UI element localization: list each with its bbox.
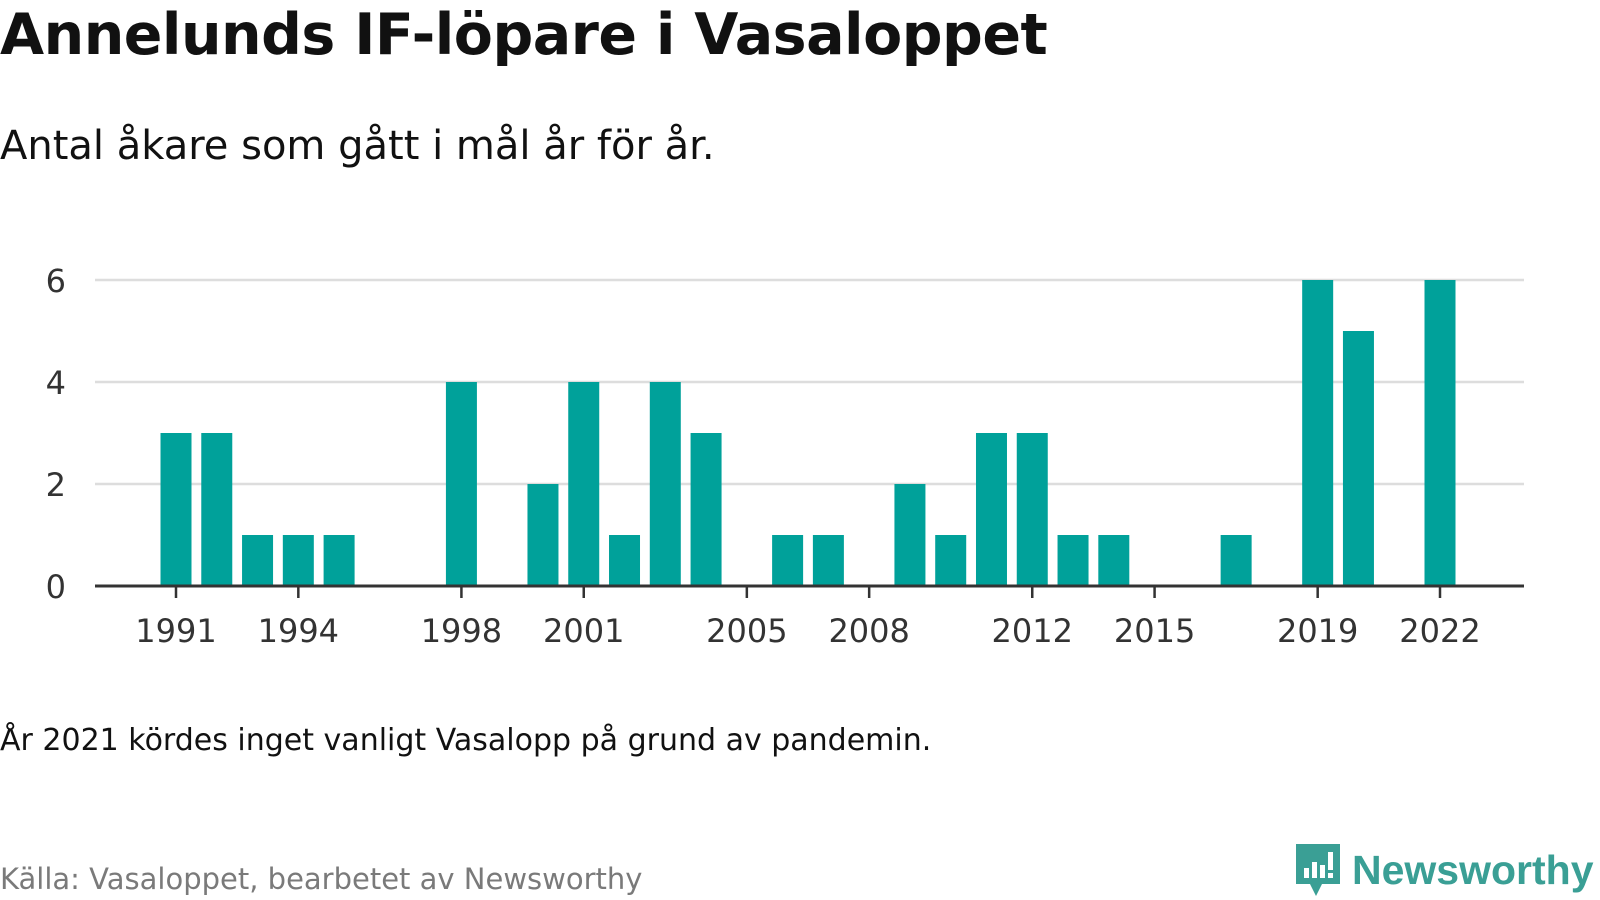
x-axis xyxy=(95,584,1524,598)
brand-name: Newsworthy xyxy=(1352,846,1594,893)
bar-1994 xyxy=(282,535,314,586)
bar-2012 xyxy=(1016,433,1048,586)
x-tick-labels: 1991 1994 1998 2001 2005 2008 2012 2015 2019 2022 xyxy=(135,612,1480,650)
x-tick-label-2008: 2008 xyxy=(828,612,909,650)
bar-2007 xyxy=(812,535,844,586)
y-tick-label-2: 2 xyxy=(46,466,66,504)
newsworthy-logo-icon xyxy=(1296,844,1340,896)
bar-1993 xyxy=(242,535,274,586)
x-tick-label-1994: 1994 xyxy=(258,612,339,650)
bar-2009 xyxy=(894,484,926,586)
chart-subtitle: Antal åkare som gått i mål år för år. xyxy=(0,123,715,169)
bar-2014 xyxy=(1098,535,1130,586)
bar-2019 xyxy=(1302,280,1334,586)
bar-1995 xyxy=(323,535,355,586)
bar-2006 xyxy=(772,535,804,586)
bars xyxy=(160,280,1456,586)
bar-2002 xyxy=(609,535,641,586)
y-tick-label-4: 4 xyxy=(46,364,66,402)
source-credit: Källa: Vasaloppet, bearbetet av Newswort… xyxy=(0,862,643,896)
bar-1998 xyxy=(445,382,477,586)
bar-2022 xyxy=(1424,280,1456,586)
bar-2011 xyxy=(975,433,1007,586)
bar-2010 xyxy=(935,535,967,586)
x-tick-label-2001: 2001 xyxy=(543,612,624,650)
brand-logo: Newsworthy xyxy=(1292,842,1594,898)
bar-1992 xyxy=(201,433,233,586)
bar-2000 xyxy=(527,484,559,586)
bar-chart: 0 2 4 6 1991 1994 1998 2001 2005 2008 2012 2015 201… xyxy=(46,262,1524,650)
x-tick-label-2012: 2012 xyxy=(992,612,1073,650)
y-tick-label-6: 6 xyxy=(46,262,66,300)
chart-note: År 2021 kördes inget vanligt Vasalopp på… xyxy=(0,723,932,758)
gridlines xyxy=(95,278,1524,486)
x-tick-label-1991: 1991 xyxy=(135,612,216,650)
bar-2004 xyxy=(690,433,722,586)
x-tick-label-1998: 1998 xyxy=(421,612,502,650)
chart-title: Annelunds IF-löpare i Vasaloppet xyxy=(0,2,1048,68)
y-tick-labels: 0 2 4 6 xyxy=(46,262,66,606)
x-tick-label-2022: 2022 xyxy=(1399,612,1480,650)
bar-2020 xyxy=(1342,331,1374,586)
x-tick-label-2019: 2019 xyxy=(1277,612,1358,650)
y-tick-label-0: 0 xyxy=(46,568,66,606)
bar-1991 xyxy=(160,433,192,586)
bar-2017 xyxy=(1220,535,1252,586)
bar-2001 xyxy=(568,382,600,586)
bar-2003 xyxy=(649,382,681,586)
bar-2013 xyxy=(1057,535,1089,586)
x-tick-label-2015: 2015 xyxy=(1114,612,1195,650)
x-tick-label-2005: 2005 xyxy=(706,612,787,650)
